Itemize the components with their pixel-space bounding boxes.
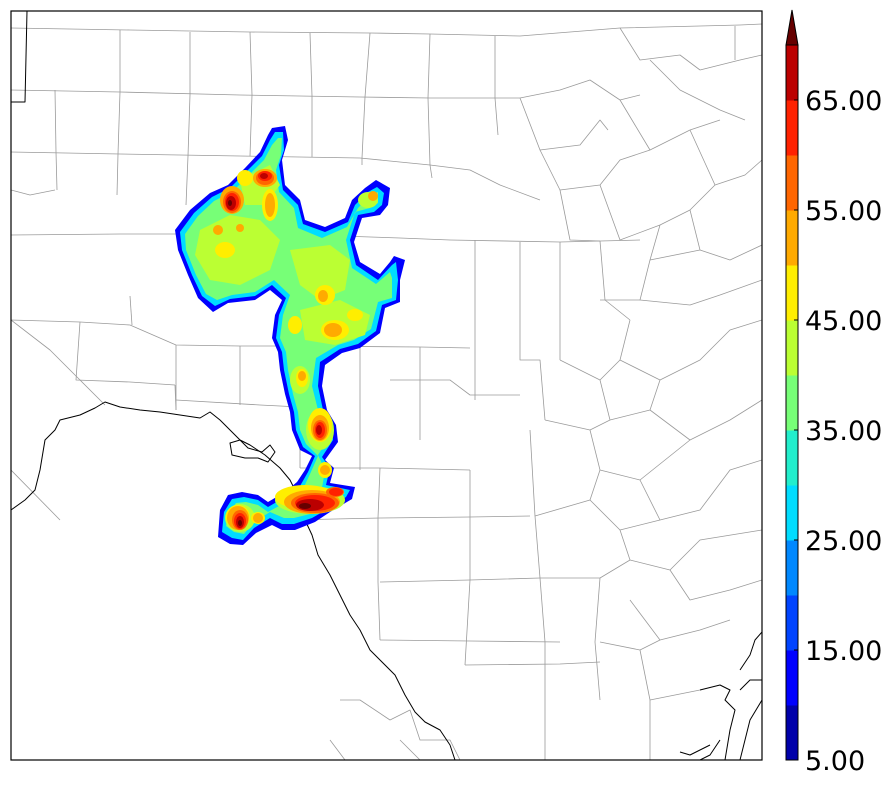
state-and-river-boundaries — [11, 11, 762, 760]
colorbar-bin — [786, 595, 798, 651]
colorbar-bin — [786, 705, 798, 761]
colorbar-tick-label: 5.00 — [805, 746, 865, 777]
colorbar-tick-label: 15.00 — [805, 636, 882, 667]
county-boundaries — [11, 23, 762, 760]
colorbar-tick-label: 25.00 — [805, 526, 882, 557]
colorbar-tick-label: 65.00 — [805, 86, 882, 117]
echo-cells-70 — [228, 200, 311, 526]
colorbar-bin — [786, 45, 798, 101]
colorbar-bin — [786, 540, 798, 596]
colorbar-bin — [786, 375, 798, 431]
colorbar-tick-label: 55.00 — [805, 196, 882, 227]
colorbar-bin — [786, 265, 798, 321]
colorbar-tick-label: 45.00 — [805, 306, 882, 337]
colorbar-frame — [785, 44, 799, 761]
map-background — [11, 11, 762, 760]
colorbar-bin — [786, 100, 798, 156]
reflectivity-contours — [175, 126, 405, 545]
map-frame — [10, 10, 763, 761]
colorbar-bin — [786, 650, 798, 706]
colorbar-extend-arrow — [785, 9, 799, 46]
colorbar-bin — [786, 430, 798, 486]
colorbar-ticks: 5.00 15.00 25.00 35.00 45.00 55.00 65.00 — [794, 86, 882, 777]
colorbar-bin — [786, 155, 798, 211]
colorbar-bin — [786, 320, 798, 376]
colorbar-bin — [786, 485, 798, 541]
colorbar-bins — [786, 45, 798, 761]
colorbar: 5.00 15.00 25.00 35.00 45.00 55.00 65.00 — [785, 9, 882, 777]
colorbar-tick-label: 35.00 — [805, 416, 882, 447]
colorbar-bin — [786, 210, 798, 266]
